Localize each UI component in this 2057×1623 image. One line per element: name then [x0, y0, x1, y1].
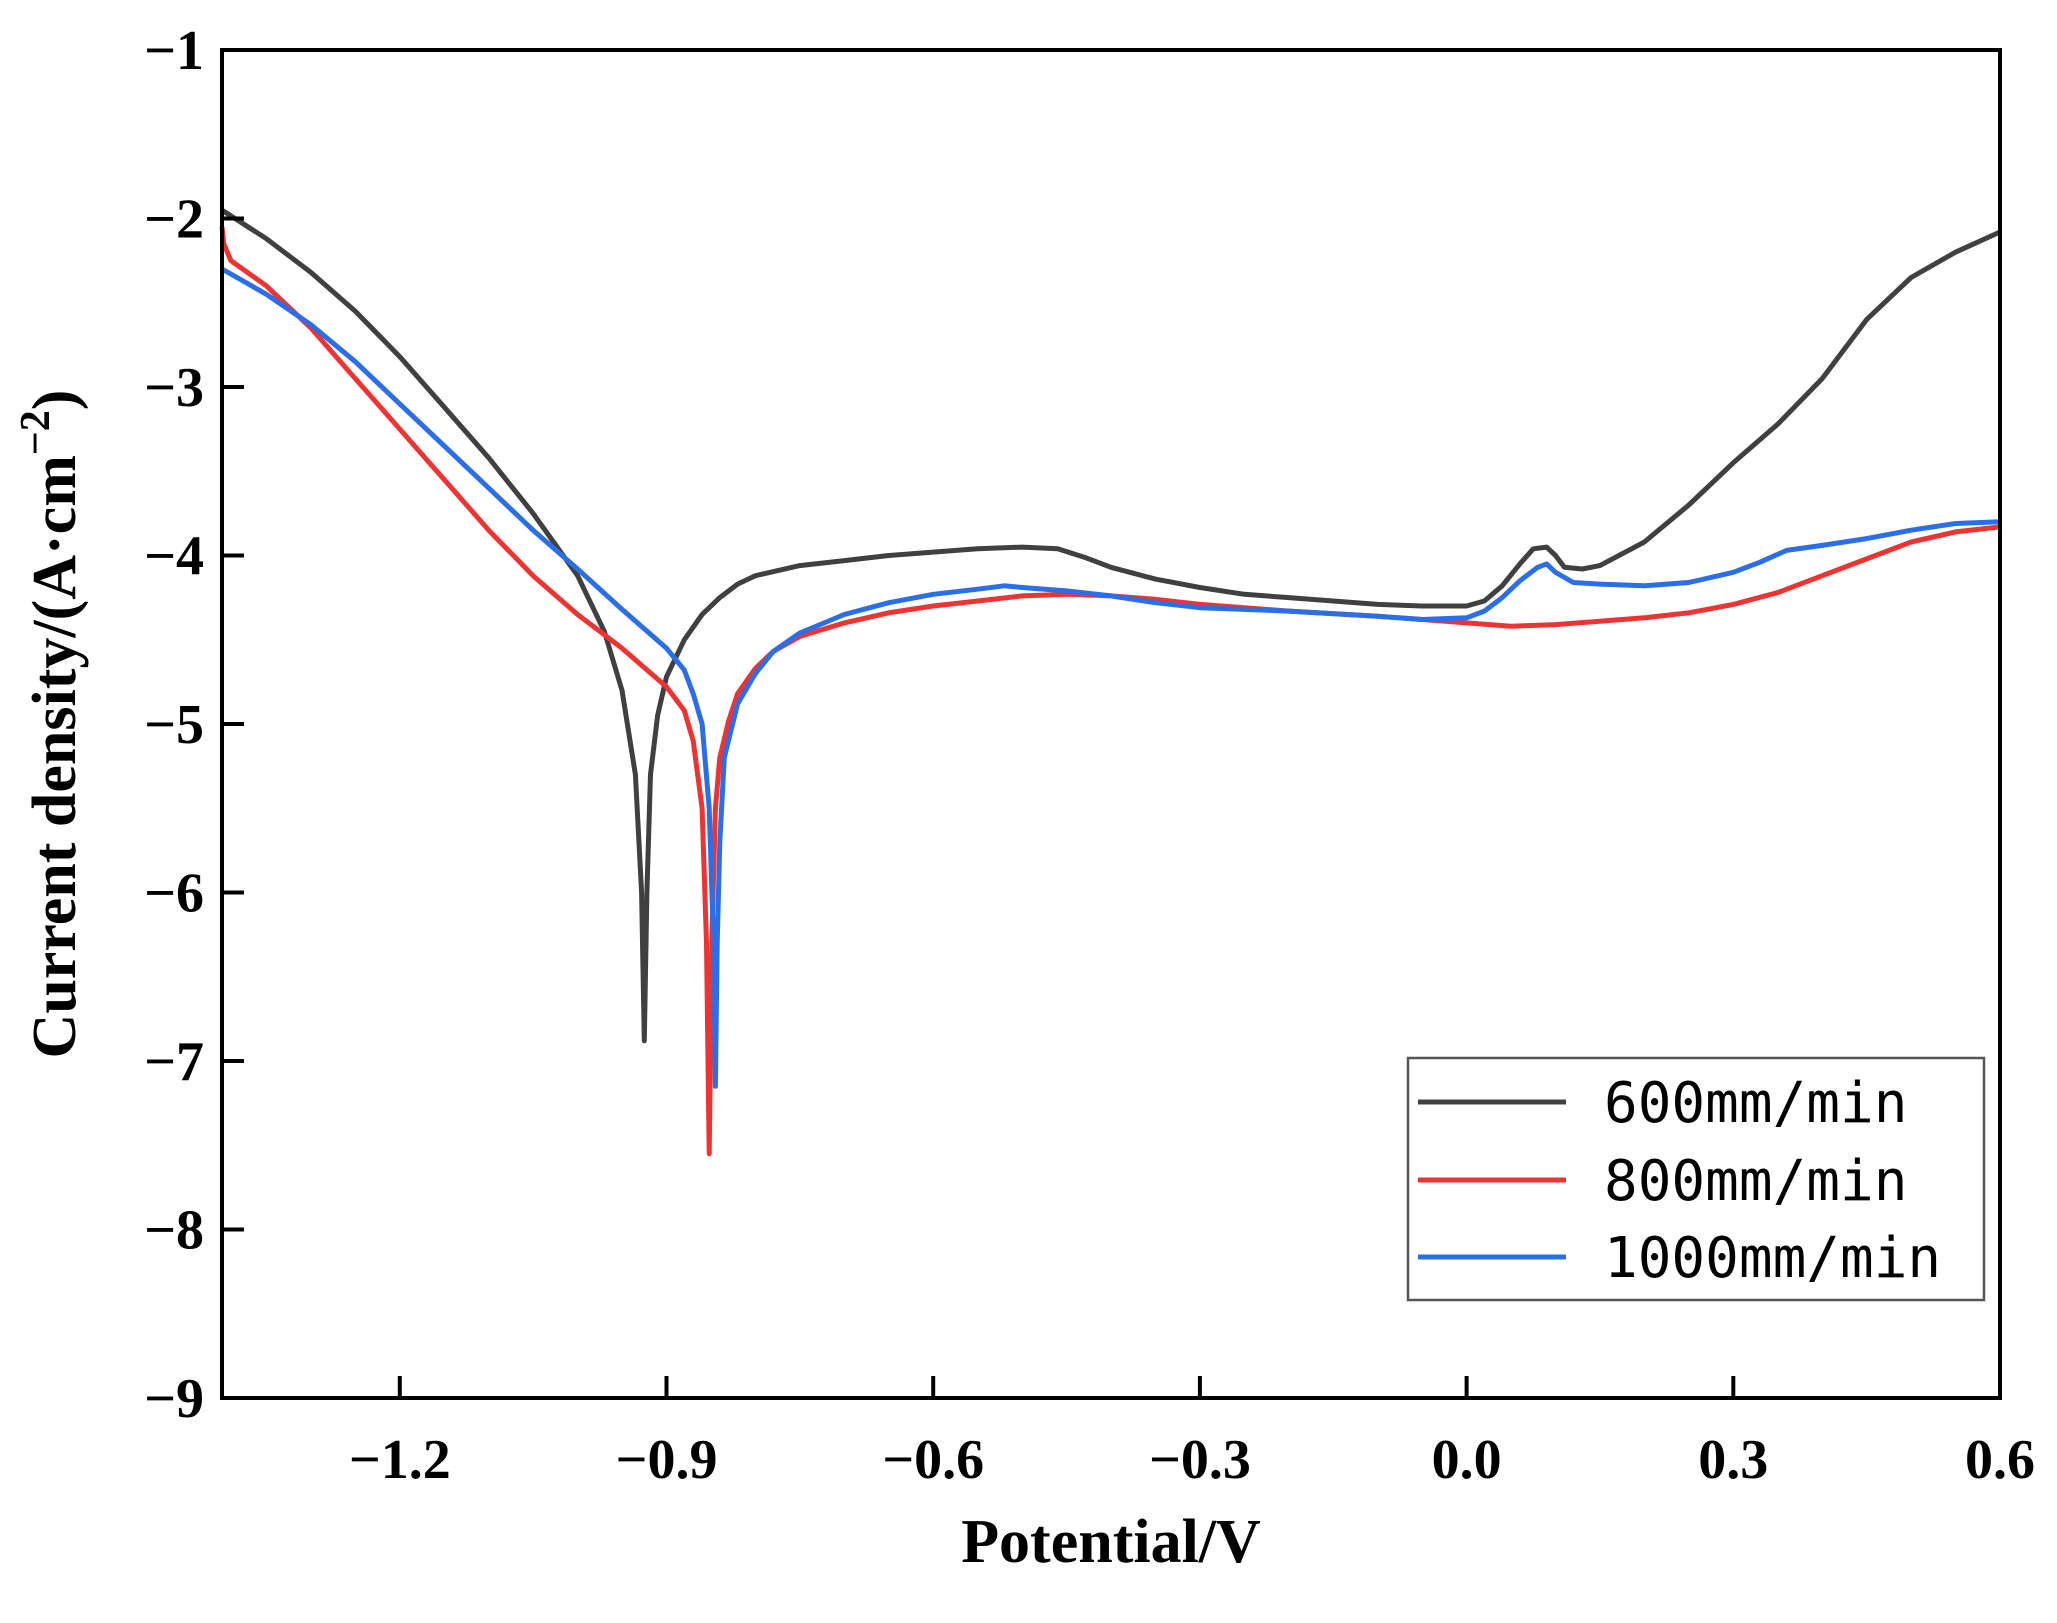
x-tick-label: 0.0: [1432, 1429, 1502, 1491]
y-tick-label: −2: [144, 189, 204, 251]
y-tick-label: −7: [144, 1031, 204, 1093]
x-tick-label: −1.2: [349, 1429, 451, 1491]
y-tick-label: −8: [144, 1200, 204, 1262]
series-layer: [219, 207, 2002, 1157]
y-axis: −1 −2 −3 −4 −5 −6 −7 −8 −9: [144, 20, 244, 1430]
series-line-600mmmin: [220, 207, 2002, 1044]
y-tick-label: −5: [144, 694, 204, 756]
legend-label-800: 800mm/min: [1604, 1149, 1907, 1214]
y-tick-label: −6: [144, 863, 204, 925]
y-axis-title-suffix: ): [21, 390, 89, 411]
series-line-1000mmmin: [220, 266, 2001, 1089]
x-tick-label: 0.3: [1698, 1429, 1768, 1491]
y-tick-label: −9: [144, 1368, 204, 1430]
x-tick-label: 0.6: [1965, 1429, 2035, 1491]
y-tick-label: −3: [144, 357, 204, 419]
x-tick-label: −0.3: [1149, 1429, 1251, 1491]
y-axis-title: Current density/(A·cm−2): [13, 390, 89, 1059]
y-tick-label: −4: [144, 526, 204, 588]
y-axis-title-exponent: −2: [13, 410, 59, 455]
y-axis-title-prefix: Current density/(A·cm: [21, 455, 89, 1058]
series-line-800mmmin: [219, 226, 2001, 1157]
x-tick-label: −0.9: [616, 1429, 718, 1491]
legend-label-600: 600mm/min: [1604, 1071, 1907, 1136]
legend: 600mm/min 800mm/min 1000mm/min: [1406, 1056, 1986, 1302]
x-axis: −1.2 −0.9 −0.6 −0.3 0.0 0.3 0.6: [349, 1376, 2035, 1491]
legend-label-1000: 1000mm/min: [1604, 1226, 1941, 1291]
x-tick-label: −0.6: [882, 1429, 984, 1491]
x-axis-title: Potential/V: [961, 1508, 1261, 1576]
y-tick-label: −1: [144, 20, 204, 82]
